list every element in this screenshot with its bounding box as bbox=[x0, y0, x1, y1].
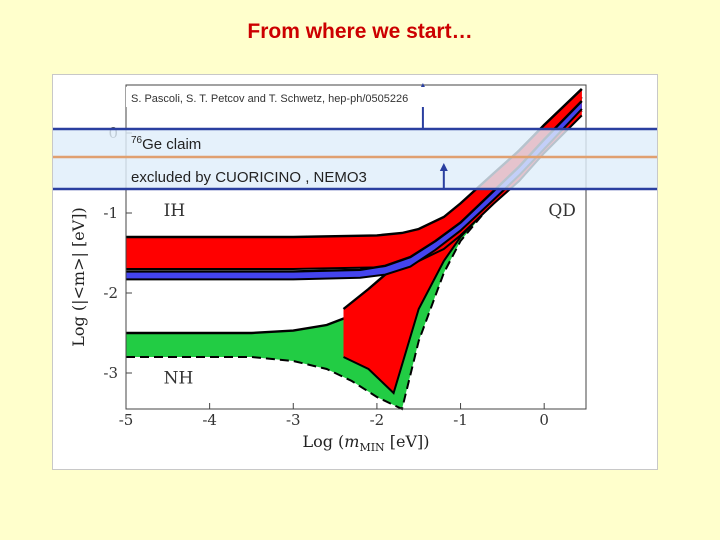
x-tick-label: -1 bbox=[453, 411, 468, 429]
x-tick-label: -3 bbox=[286, 411, 301, 429]
y-tick-label: -1 bbox=[103, 204, 118, 222]
region-label-ih: IH bbox=[164, 201, 186, 221]
citation-background bbox=[126, 87, 466, 107]
ge-claim-label: 76Ge claim bbox=[131, 135, 201, 153]
overlay-layer: S. Pascoli, S. T. Petcov and T. Schwetz,… bbox=[53, 83, 657, 191]
x-tick-label: -4 bbox=[202, 411, 217, 429]
region-label-nh: NH bbox=[164, 368, 194, 388]
citation-text: S. Pascoli, S. T. Petcov and T. Schwetz,… bbox=[131, 93, 408, 105]
x-axis-label: Log (mMIN [eV]) bbox=[302, 432, 429, 454]
x-tick-label: -5 bbox=[119, 411, 134, 429]
slide-title: From where we start… bbox=[247, 20, 473, 43]
y-tick-label: -2 bbox=[103, 284, 118, 302]
excluded-label: excluded by CUORICINO , NEMO3 bbox=[131, 169, 367, 186]
arrow-lower-head bbox=[439, 163, 448, 171]
excluded-band bbox=[53, 129, 657, 189]
x-tick-label: -2 bbox=[370, 411, 385, 429]
region-label-qd: QD bbox=[548, 201, 576, 221]
x-tick-label: 0 bbox=[539, 411, 549, 429]
y-axis-label: Log (|<m>| [eV]) bbox=[69, 207, 88, 346]
y-tick-label: -3 bbox=[103, 364, 118, 382]
plot-frame bbox=[125, 84, 587, 410]
